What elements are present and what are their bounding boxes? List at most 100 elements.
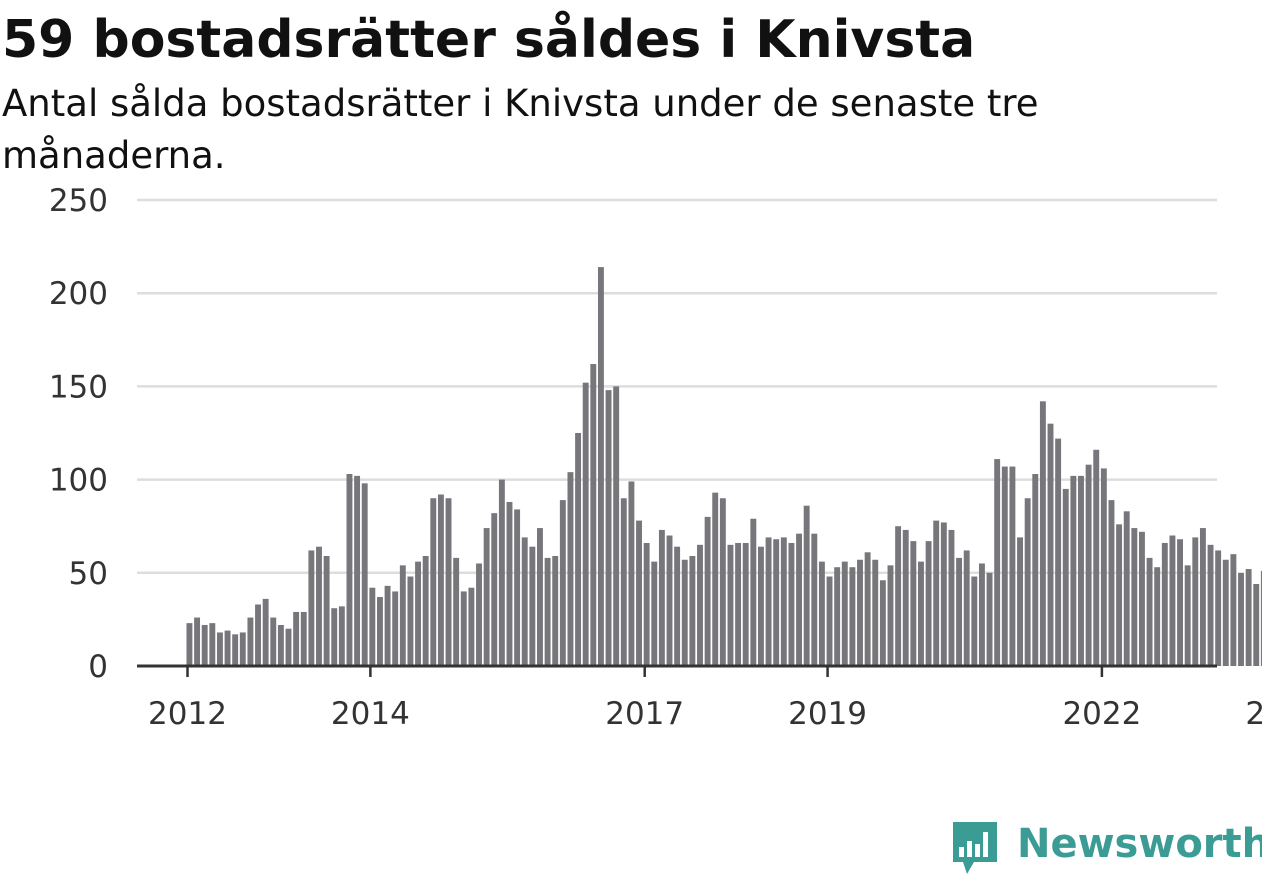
newsworthy-logo: Newsworthy: [950, 818, 1262, 876]
bar: [780, 537, 787, 666]
bar: [1085, 464, 1092, 666]
bar: [1039, 401, 1046, 666]
x-axis: [137, 664, 1217, 677]
bar: [773, 539, 780, 666]
bar: [453, 557, 460, 666]
bar: [216, 632, 223, 666]
y-tick-label: 200: [49, 276, 108, 312]
bar: [1260, 570, 1262, 666]
bar: [255, 604, 261, 666]
bar: [1177, 539, 1183, 666]
bar: [636, 520, 642, 666]
bar: [582, 382, 589, 666]
bar: [232, 634, 239, 666]
bar: [1169, 535, 1176, 666]
bar: [613, 386, 620, 666]
bar: [933, 520, 940, 666]
bar: [1108, 500, 1115, 666]
bar: [262, 598, 269, 666]
bar: [377, 597, 383, 666]
bar: [864, 552, 871, 666]
bar: [1017, 537, 1023, 666]
bar: [925, 541, 932, 666]
x-tick-label: 2024: [1245, 696, 1262, 732]
x-tick-label: 2012: [148, 696, 227, 732]
bar: [346, 474, 353, 666]
bar: [895, 526, 902, 666]
bar: [559, 500, 566, 666]
brand-name: Newsworthy: [1017, 821, 1262, 867]
bar: [1093, 449, 1100, 666]
y-tick-label: 0: [88, 649, 108, 685]
bar: [537, 528, 543, 666]
bar: [872, 559, 879, 666]
bar: [803, 505, 810, 666]
bar: [1192, 537, 1199, 666]
bar: [681, 559, 688, 666]
bar: [1009, 466, 1016, 666]
bar: [316, 546, 322, 666]
y-tick-label: 250: [49, 183, 108, 219]
bar: [430, 498, 437, 666]
newsworthy-bar-chart-icon: [953, 822, 997, 874]
bar: [811, 533, 818, 666]
bar: [277, 624, 284, 666]
bar: [1146, 557, 1153, 666]
bar: [1131, 528, 1138, 666]
x-tick-label: 2022: [1062, 696, 1141, 732]
bar: [514, 509, 521, 666]
bar: [1139, 531, 1145, 666]
bar: [544, 557, 551, 666]
bar: [384, 585, 391, 666]
bar: [719, 498, 726, 666]
bar: [1032, 474, 1039, 666]
bar: [392, 591, 399, 666]
bar: [879, 580, 886, 666]
bar: [247, 617, 254, 666]
bar: [628, 481, 635, 666]
bar: [841, 561, 848, 666]
bar: [1047, 423, 1054, 666]
bar: [597, 267, 604, 666]
bar: [818, 561, 825, 666]
bar: [1062, 488, 1069, 666]
bar: [1161, 542, 1168, 666]
bar: [422, 556, 429, 666]
bar: [826, 576, 833, 666]
bar: [963, 550, 970, 666]
bar: [620, 498, 627, 666]
bar: [1070, 475, 1077, 666]
bar: [666, 535, 673, 666]
bar: [415, 561, 421, 666]
bar: [971, 576, 978, 666]
x-tick-label: 2019: [788, 696, 867, 732]
bar: [788, 542, 795, 666]
bar: [1230, 554, 1237, 666]
bar: [590, 364, 597, 666]
bar: [407, 576, 414, 666]
bar: [902, 529, 909, 666]
bar: [956, 557, 963, 666]
bar: [491, 513, 498, 666]
bar: [750, 518, 757, 666]
bar: [194, 617, 201, 666]
bar: [918, 561, 924, 666]
bar: [735, 542, 742, 666]
bar: [1100, 468, 1107, 666]
bar: [1184, 565, 1191, 666]
bar: [994, 459, 1001, 666]
bar: [1001, 466, 1008, 666]
bar: [476, 563, 482, 666]
bar: [697, 544, 703, 666]
bar: [209, 623, 216, 666]
bar: [857, 559, 863, 666]
bar: [712, 492, 719, 666]
bar: [567, 472, 574, 666]
bar: [1154, 567, 1161, 666]
chart-title: 59 bostadsrätter såldes i Knivsta: [2, 10, 976, 70]
bar: [468, 587, 475, 666]
bar: [1222, 559, 1229, 666]
bar: [1253, 583, 1260, 666]
bar: [239, 632, 246, 666]
bar: [300, 611, 307, 666]
